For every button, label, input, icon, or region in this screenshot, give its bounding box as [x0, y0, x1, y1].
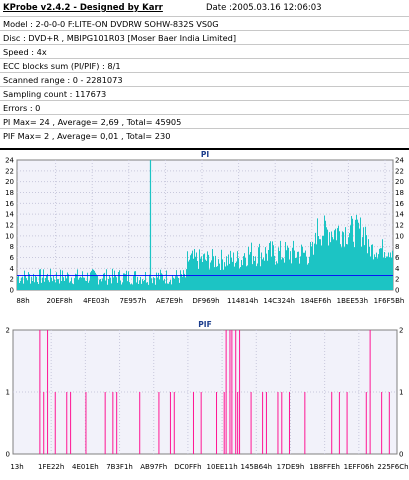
y-tick-label-right: 10	[395, 232, 404, 240]
y-tick-label-right: 22	[395, 167, 404, 175]
info-text: Model : 2-0-0-0 F:LITE-ON DVDRW SOHW-832…	[3, 19, 219, 29]
pif-series	[39, 330, 390, 454]
y-tick-label-left: 16	[5, 200, 14, 208]
x-tick-label: 1BEE53h	[337, 297, 368, 305]
y-tick-label-left: 0	[6, 451, 10, 459]
y-tick-label-right: 14	[395, 211, 404, 219]
y-tick-label-left: 6	[10, 254, 15, 262]
info-row-speed: Speed : 4x	[0, 44, 409, 58]
info-row-sampling: Sampling count : 117673	[0, 86, 409, 100]
x-tick-label: 13h	[10, 463, 23, 471]
date-value: 2005.03.16 12:06:03	[232, 3, 322, 13]
x-tick-label: 184EF6h	[300, 297, 331, 305]
x-tick-label: 10EE11h	[207, 463, 238, 471]
date-label: Date :	[206, 3, 232, 13]
info-row-ecc: ECC blocks sum (PI/PIF) : 8/1	[0, 58, 409, 72]
y-tick-label-left: 2	[6, 327, 10, 335]
x-tick-label: 4FE03h	[83, 297, 109, 305]
x-tick-label: 7B3F1h	[106, 463, 133, 471]
y-tick-label-left: 0	[10, 287, 14, 295]
y-tick-label-left: 22	[5, 167, 14, 175]
chart-title: PI	[201, 150, 209, 159]
y-tick-label-right: 18	[395, 189, 404, 197]
info-row-pi: PI Max= 24 , Average= 2,69 , Total= 4590…	[0, 114, 409, 128]
y-tick-label-right: 12	[395, 222, 404, 230]
y-tick-label-left: 14	[5, 211, 14, 219]
x-tick-label: 20EF8h	[46, 297, 72, 305]
info-text: PI Max= 24 , Average= 2,69 , Total= 4590…	[3, 117, 182, 127]
x-tick-label: 14C324h	[263, 297, 295, 305]
x-tick-label: 88h	[16, 297, 29, 305]
y-tick-label-right: 24	[395, 157, 404, 165]
info-header: KProbe v2.4.2 - Designed by Karr Date : …	[0, 0, 409, 16]
divider	[0, 148, 409, 150]
y-tick-label-left: 4	[10, 265, 15, 273]
info-row-pif: PIF Max= 2 , Average= 0,01 , Total= 230	[0, 128, 409, 142]
x-tick-label: AE7E9h	[156, 297, 183, 305]
y-tick-label-right: 8	[395, 243, 399, 251]
y-tick-label-right: 20	[395, 178, 404, 186]
info-row-errors: Errors : 0	[0, 100, 409, 114]
y-tick-label-left: 2	[10, 276, 14, 284]
y-tick-label-left: 20	[5, 178, 14, 186]
x-tick-label: DF969h	[192, 297, 219, 305]
x-tick-label: 225F6Ch	[377, 463, 408, 471]
y-tick-label-left: 18	[5, 189, 14, 197]
pif-chart-panel: PIF 0 0 1 1 2 2 13h 1FE22h 4E01Eh 7B3F1h AB97Fh DC0F…	[0, 312, 409, 480]
pi-chart-panel: PI 0 0 2 2 4 4 6 6 8 8 10 10 12 12 14 14 16 16 18 18 20 20 22 22…	[0, 150, 409, 312]
pi-series	[17, 214, 393, 290]
y-tick-label-right: 0	[395, 287, 399, 295]
y-tick-label-left: 8	[10, 243, 14, 251]
x-tick-label: 1FE22h	[38, 463, 64, 471]
info-text: Errors : 0	[3, 103, 41, 113]
x-tick-label: 7E957h	[119, 297, 146, 305]
y-tick-label-left: 12	[5, 222, 14, 230]
info-text: Scanned range : 0 - 2281073	[3, 75, 123, 85]
info-text: PIF Max= 2 , Average= 0,01 , Total= 230	[3, 131, 171, 141]
y-tick-label-right: 2	[395, 276, 399, 284]
x-tick-label: 17DE9h	[277, 463, 305, 471]
y-tick-label-right: 4	[395, 265, 400, 273]
y-tick-label-right: 0	[399, 451, 403, 459]
info-panel: KProbe v2.4.2 - Designed by Karr Date : …	[0, 0, 409, 150]
chart-title: PIF	[198, 320, 211, 329]
y-tick-label-left: 24	[5, 157, 14, 165]
info-row-range: Scanned range : 0 - 2281073	[0, 72, 409, 86]
pif-chart: PIF 0 0 1 1 2 2 13h 1FE22h 4E01Eh 7B3F1h AB97Fh DC0F…	[0, 312, 409, 480]
info-text: ECC blocks sum (PI/PIF) : 8/1	[3, 61, 121, 71]
y-tick-label-left: 1	[6, 389, 10, 397]
y-tick-label-right: 16	[395, 200, 404, 208]
y-tick-label-left: 10	[5, 232, 14, 240]
x-tick-label: 114814h	[227, 297, 258, 305]
x-tick-label: 145B64h	[241, 463, 273, 471]
info-text: Speed : 4x	[3, 47, 47, 57]
x-tick-label: 1B8FFEh	[309, 463, 340, 471]
y-tick-label-right: 2	[399, 327, 403, 335]
x-tick-label: 1EFF06h	[344, 463, 374, 471]
info-row-model: Model : 2-0-0-0 F:LITE-ON DVDRW SOHW-832…	[0, 16, 409, 30]
x-tick-label: DC0FFh	[174, 463, 201, 471]
y-tick-label-right: 6	[395, 254, 400, 262]
x-tick-label: AB97Fh	[140, 463, 167, 471]
x-tick-label: 4E01Eh	[72, 463, 99, 471]
app-title: KProbe v2.4.2 - Designed by Karr	[3, 3, 163, 13]
info-text: Sampling count : 117673	[3, 89, 107, 99]
info-text: Disc : DVD+R , MBIPG101R03 [Moser Baer I…	[3, 33, 237, 43]
info-row-disc: Disc : DVD+R , MBIPG101R03 [Moser Baer I…	[0, 30, 409, 44]
y-tick-label-right: 1	[399, 389, 403, 397]
x-tick-label: 1F6F5Bh	[374, 297, 405, 305]
